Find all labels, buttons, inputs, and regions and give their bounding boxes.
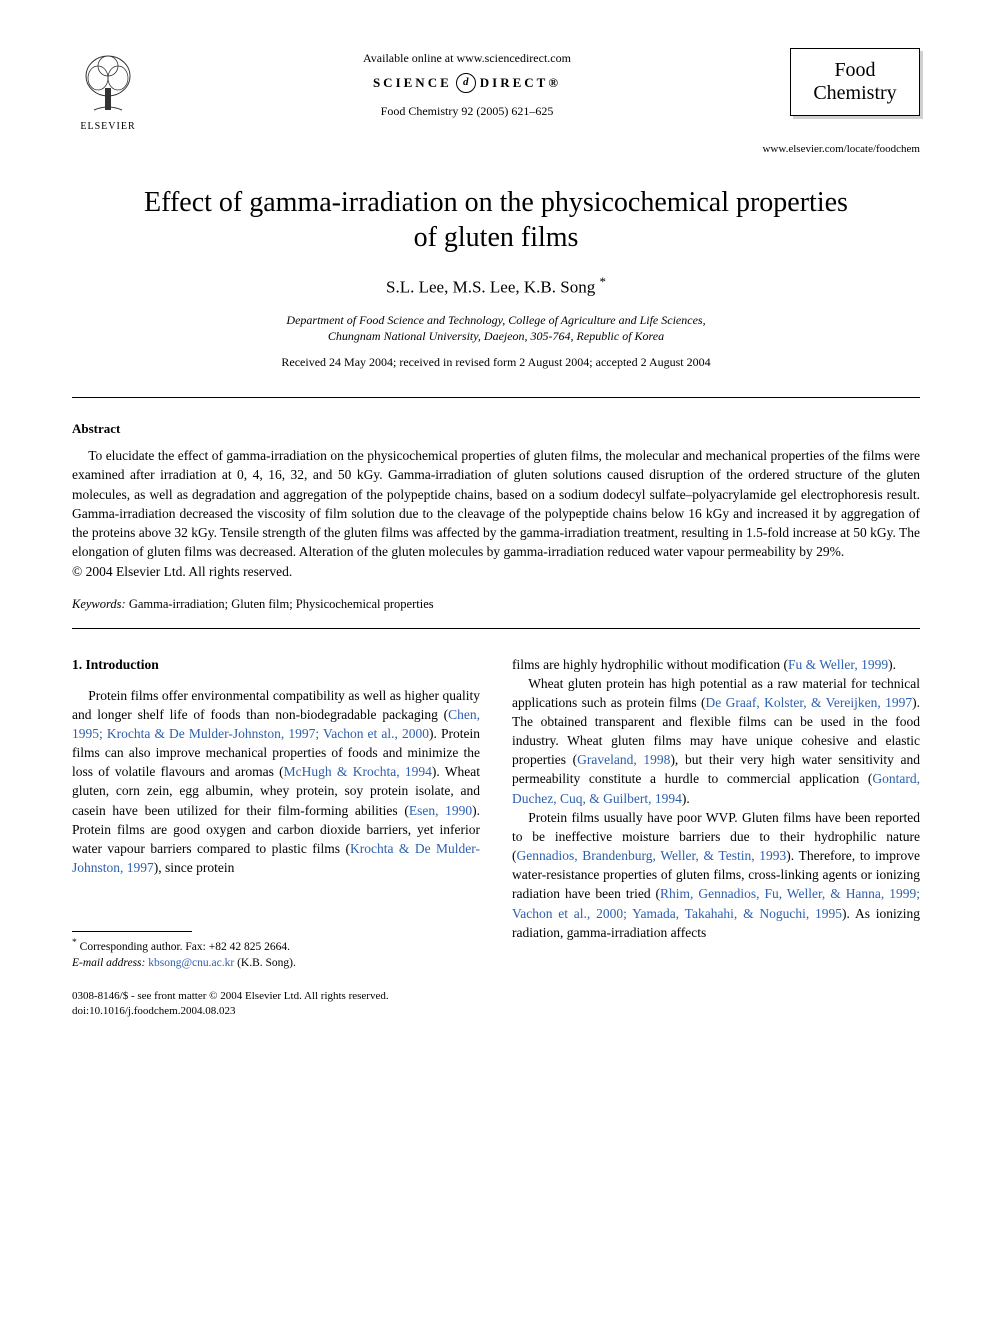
intro-para-3: Wheat gluten protein has high potential … xyxy=(512,674,920,808)
corr-footnote: * Corresponding author. Fax: +82 42 825 … xyxy=(72,936,480,971)
keywords-label: Keywords: xyxy=(72,597,126,611)
authors-line: S.L. Lee, M.S. Lee, K.B. Song * xyxy=(72,273,920,299)
rule-bottom xyxy=(72,628,920,629)
sd-left: SCIENCE xyxy=(373,74,452,92)
keywords-line: Keywords: Gamma-irradiation; Gluten film… xyxy=(72,596,920,614)
email-link[interactable]: kbsong@cnu.ac.kr xyxy=(145,957,234,969)
affiliation-line1: Department of Food Science and Technolog… xyxy=(72,312,920,328)
body-columns: 1. Introduction Protein films offer envi… xyxy=(72,655,920,972)
sd-right: DIRECT® xyxy=(480,74,561,92)
locate-url: www.elsevier.com/locate/foodchem xyxy=(72,142,920,157)
abstract-copyright: © 2004 Elsevier Ltd. All rights reserved… xyxy=(72,563,920,582)
citation-link[interactable]: McHugh & Krochta, 1994 xyxy=(284,764,432,779)
citation-link[interactable]: De Graaf, Kolster, & Vereijken, 1997 xyxy=(706,695,913,710)
available-online-text: Available online at www.sciencedirect.co… xyxy=(144,50,790,67)
citation-link[interactable]: Gennadios, Brandenburg, Weller, & Testin… xyxy=(517,848,787,863)
citation-link[interactable]: Graveland, 1998 xyxy=(577,752,670,767)
abstract-heading: Abstract xyxy=(72,420,920,438)
journal-title-line2: Chemistry xyxy=(805,82,905,105)
journal-title-line1: Food xyxy=(805,59,905,82)
corr-line: * Corresponding author. Fax: +82 42 825 … xyxy=(72,936,480,955)
elsevier-logo: ELSEVIER xyxy=(72,48,144,134)
elsevier-tree-icon xyxy=(78,48,138,118)
column-right: films are highly hydrophilic without mod… xyxy=(512,655,920,972)
citation-line: Food Chemistry 92 (2005) 621–625 xyxy=(144,103,790,120)
journal-column: Food Chemistry xyxy=(790,48,920,116)
doi-line: doi:10.1016/j.foodchem.2004.08.023 xyxy=(72,1004,920,1019)
header-center: Available online at www.sciencedirect.co… xyxy=(144,48,790,120)
email-line: E-mail address: kbsong@cnu.ac.kr (K.B. S… xyxy=(72,955,480,971)
intro-heading: 1. Introduction xyxy=(72,655,480,674)
footnote-rule xyxy=(72,931,192,932)
authors-text: S.L. Lee, M.S. Lee, K.B. Song xyxy=(386,278,599,297)
corr-text: Corresponding author. Fax: +82 42 825 26… xyxy=(80,941,290,953)
t: ). xyxy=(682,791,690,806)
sd-at-icon: d xyxy=(456,73,476,93)
elsevier-label: ELSEVIER xyxy=(80,120,135,134)
intro-para-1: Protein films offer environmental compat… xyxy=(72,686,480,878)
bottom-meta: 0308-8146/$ - see front matter © 2004 El… xyxy=(72,989,920,1019)
abstract-body: To elucidate the effect of gamma-irradia… xyxy=(72,446,920,561)
affiliation: Department of Food Science and Technolog… xyxy=(72,312,920,344)
front-matter-line: 0308-8146/$ - see front matter © 2004 El… xyxy=(72,989,920,1004)
page-header: ELSEVIER Available online at www.science… xyxy=(72,48,920,134)
intro-para-4: Protein films usually have poor WVP. Glu… xyxy=(512,808,920,942)
rule-top xyxy=(72,397,920,398)
corr-marker: * xyxy=(599,274,606,289)
journal-box: Food Chemistry xyxy=(790,48,920,116)
corr-star-icon: * xyxy=(72,937,77,948)
intro-para-2: films are highly hydrophilic without mod… xyxy=(512,655,920,674)
article-history: Received 24 May 2004; received in revise… xyxy=(72,354,920,371)
t: ). xyxy=(888,657,896,672)
citation-link[interactable]: Fu & Weller, 1999 xyxy=(788,657,888,672)
affiliation-line2: Chungnam National University, Daejeon, 3… xyxy=(72,328,920,344)
sciencedirect-logo: SCIENCE d DIRECT® xyxy=(144,73,790,93)
column-left: 1. Introduction Protein films offer envi… xyxy=(72,655,480,972)
t: films are highly hydrophilic without mod… xyxy=(512,657,788,672)
t: Protein films offer environmental compat… xyxy=(72,688,480,722)
article-title: Effect of gamma-irradiation on the physi… xyxy=(132,185,860,255)
email-label: E-mail address: xyxy=(72,957,145,969)
keywords-text: Gamma-irradiation; Gluten film; Physicoc… xyxy=(126,597,434,611)
email-tail: (K.B. Song). xyxy=(234,957,296,969)
citation-link[interactable]: Esen, 1990 xyxy=(409,803,472,818)
t: ), since protein xyxy=(154,860,235,875)
